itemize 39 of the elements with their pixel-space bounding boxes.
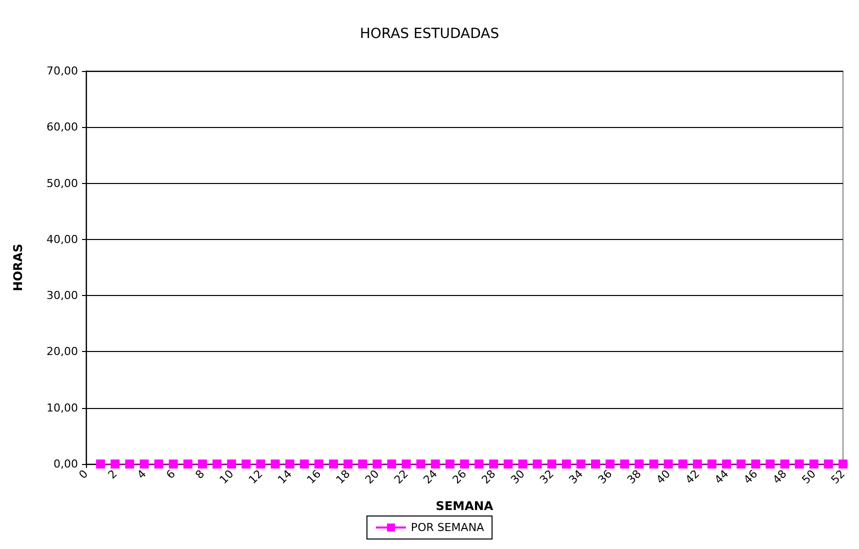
x-tick-label: 16 (304, 467, 324, 486)
y-tick-label: 70,00 (46, 64, 78, 78)
x-tick-label: 44 (712, 467, 732, 486)
y-tick-label: 60,00 (46, 120, 78, 134)
x-tick-label: 34 (566, 467, 586, 486)
x-tick-label: 30 (508, 467, 528, 486)
x-tick-label: 14 (275, 467, 294, 486)
x-tick-label: 24 (420, 467, 440, 486)
x-tick-label: 40 (654, 467, 673, 486)
x-axis-title: SEMANA (436, 499, 494, 513)
x-tick-label: 12 (246, 467, 266, 486)
x-tick-label: 48 (770, 467, 790, 486)
x-tick-label: 42 (682, 467, 702, 486)
x-tick-label: 22 (392, 467, 411, 486)
y-axis-title: HORAS (11, 244, 25, 292)
x-tick-label: 52 (828, 467, 848, 486)
x-tick-label: 38 (624, 467, 644, 486)
y-tick-label: 50,00 (46, 176, 78, 190)
chart-title: HORAS ESTUDADAS (360, 26, 500, 42)
y-tick-label: 40,00 (46, 232, 78, 246)
x-tick-label: 6 (164, 467, 178, 482)
x-tick-label: 26 (450, 467, 470, 486)
x-tick-label: 50 (799, 467, 818, 486)
x-tick-label: 46 (741, 467, 760, 486)
x-tick-label: 8 (192, 467, 208, 482)
y-tick-label: 30,00 (46, 289, 78, 302)
x-tick-label: 36 (596, 467, 615, 486)
x-tick-label: 10 (217, 467, 236, 486)
y-tick-label: 10,00 (46, 401, 78, 414)
x-tick-label: 4 (134, 467, 149, 482)
x-tick-label: 28 (479, 467, 498, 486)
x-tick-label: 32 (537, 467, 556, 486)
x-tick-label: 18 (334, 467, 353, 486)
y-tick-label: 20,00 (46, 345, 78, 358)
y-tick-label: 0,00 (54, 458, 78, 470)
x-tick-label: 20 (362, 467, 382, 486)
x-tick-label: 2 (106, 467, 120, 482)
x-tick-label: 0 (76, 467, 91, 482)
legend-label: POR SEMANA (410, 521, 485, 534)
